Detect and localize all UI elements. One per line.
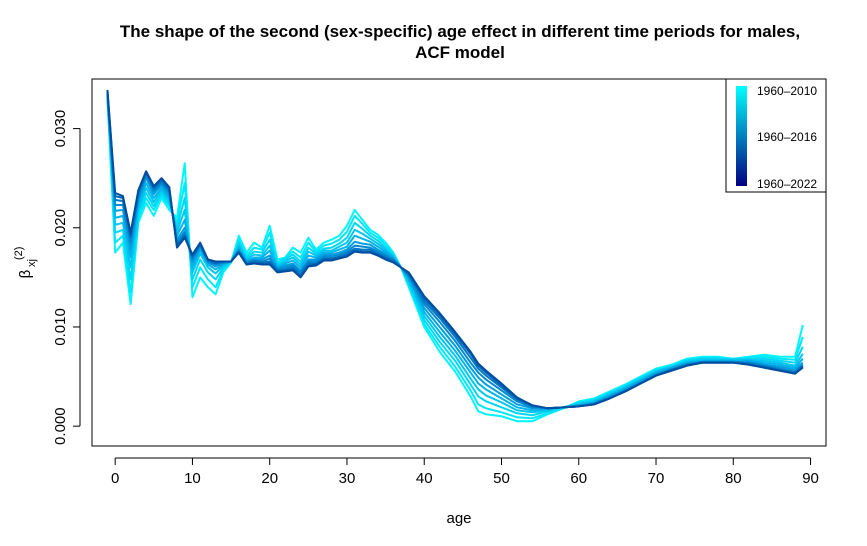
x-tick-label: 10 [184,470,201,487]
x-tick-label: 50 [493,470,510,487]
x-tick-label: 30 [339,470,356,487]
series-line [106,89,804,410]
x-tick-label: 40 [416,470,433,487]
y-tick-label: 0.020 [52,209,69,247]
y-axis-label-main: β [17,269,34,278]
x-tick-label: 60 [570,470,587,487]
y-tick-label: 0.000 [52,407,69,445]
y-axis-label: β (2) xj [13,247,38,279]
y-tick-label: 0.010 [52,308,69,346]
x-tick-label: 80 [725,470,742,487]
y-axis-label-sup: (2) [13,247,25,260]
x-tick-label: 90 [802,470,819,487]
legend-label-1: 1960–2010 [757,84,817,98]
y-tick-label: 0.030 [52,110,69,148]
chart-title-line-2: ACF model [415,43,505,62]
series-layer [106,89,804,423]
x-tick-label: 0 [111,470,119,487]
x-tick-label: 70 [648,470,665,487]
legend: 1960–2010 1960–2016 1960–2022 [725,78,827,193]
legend-label-2: 1960–2016 [757,130,817,144]
y-axis-label-sub: xj [26,259,38,267]
x-axis-label: age [446,510,471,527]
legend-label-3: 1960–2022 [757,177,817,191]
chart-title-line-1: The shape of the second (sex-specific) a… [120,22,800,41]
series-line [106,95,804,414]
y-axis: 0.000 0.010 0.020 0.030 [52,110,81,445]
legend-color-bar [736,86,747,186]
x-axis: 0 10 20 30 40 50 60 70 80 90 [111,457,819,487]
x-tick-label: 20 [261,470,278,487]
plot-frame [91,78,827,447]
